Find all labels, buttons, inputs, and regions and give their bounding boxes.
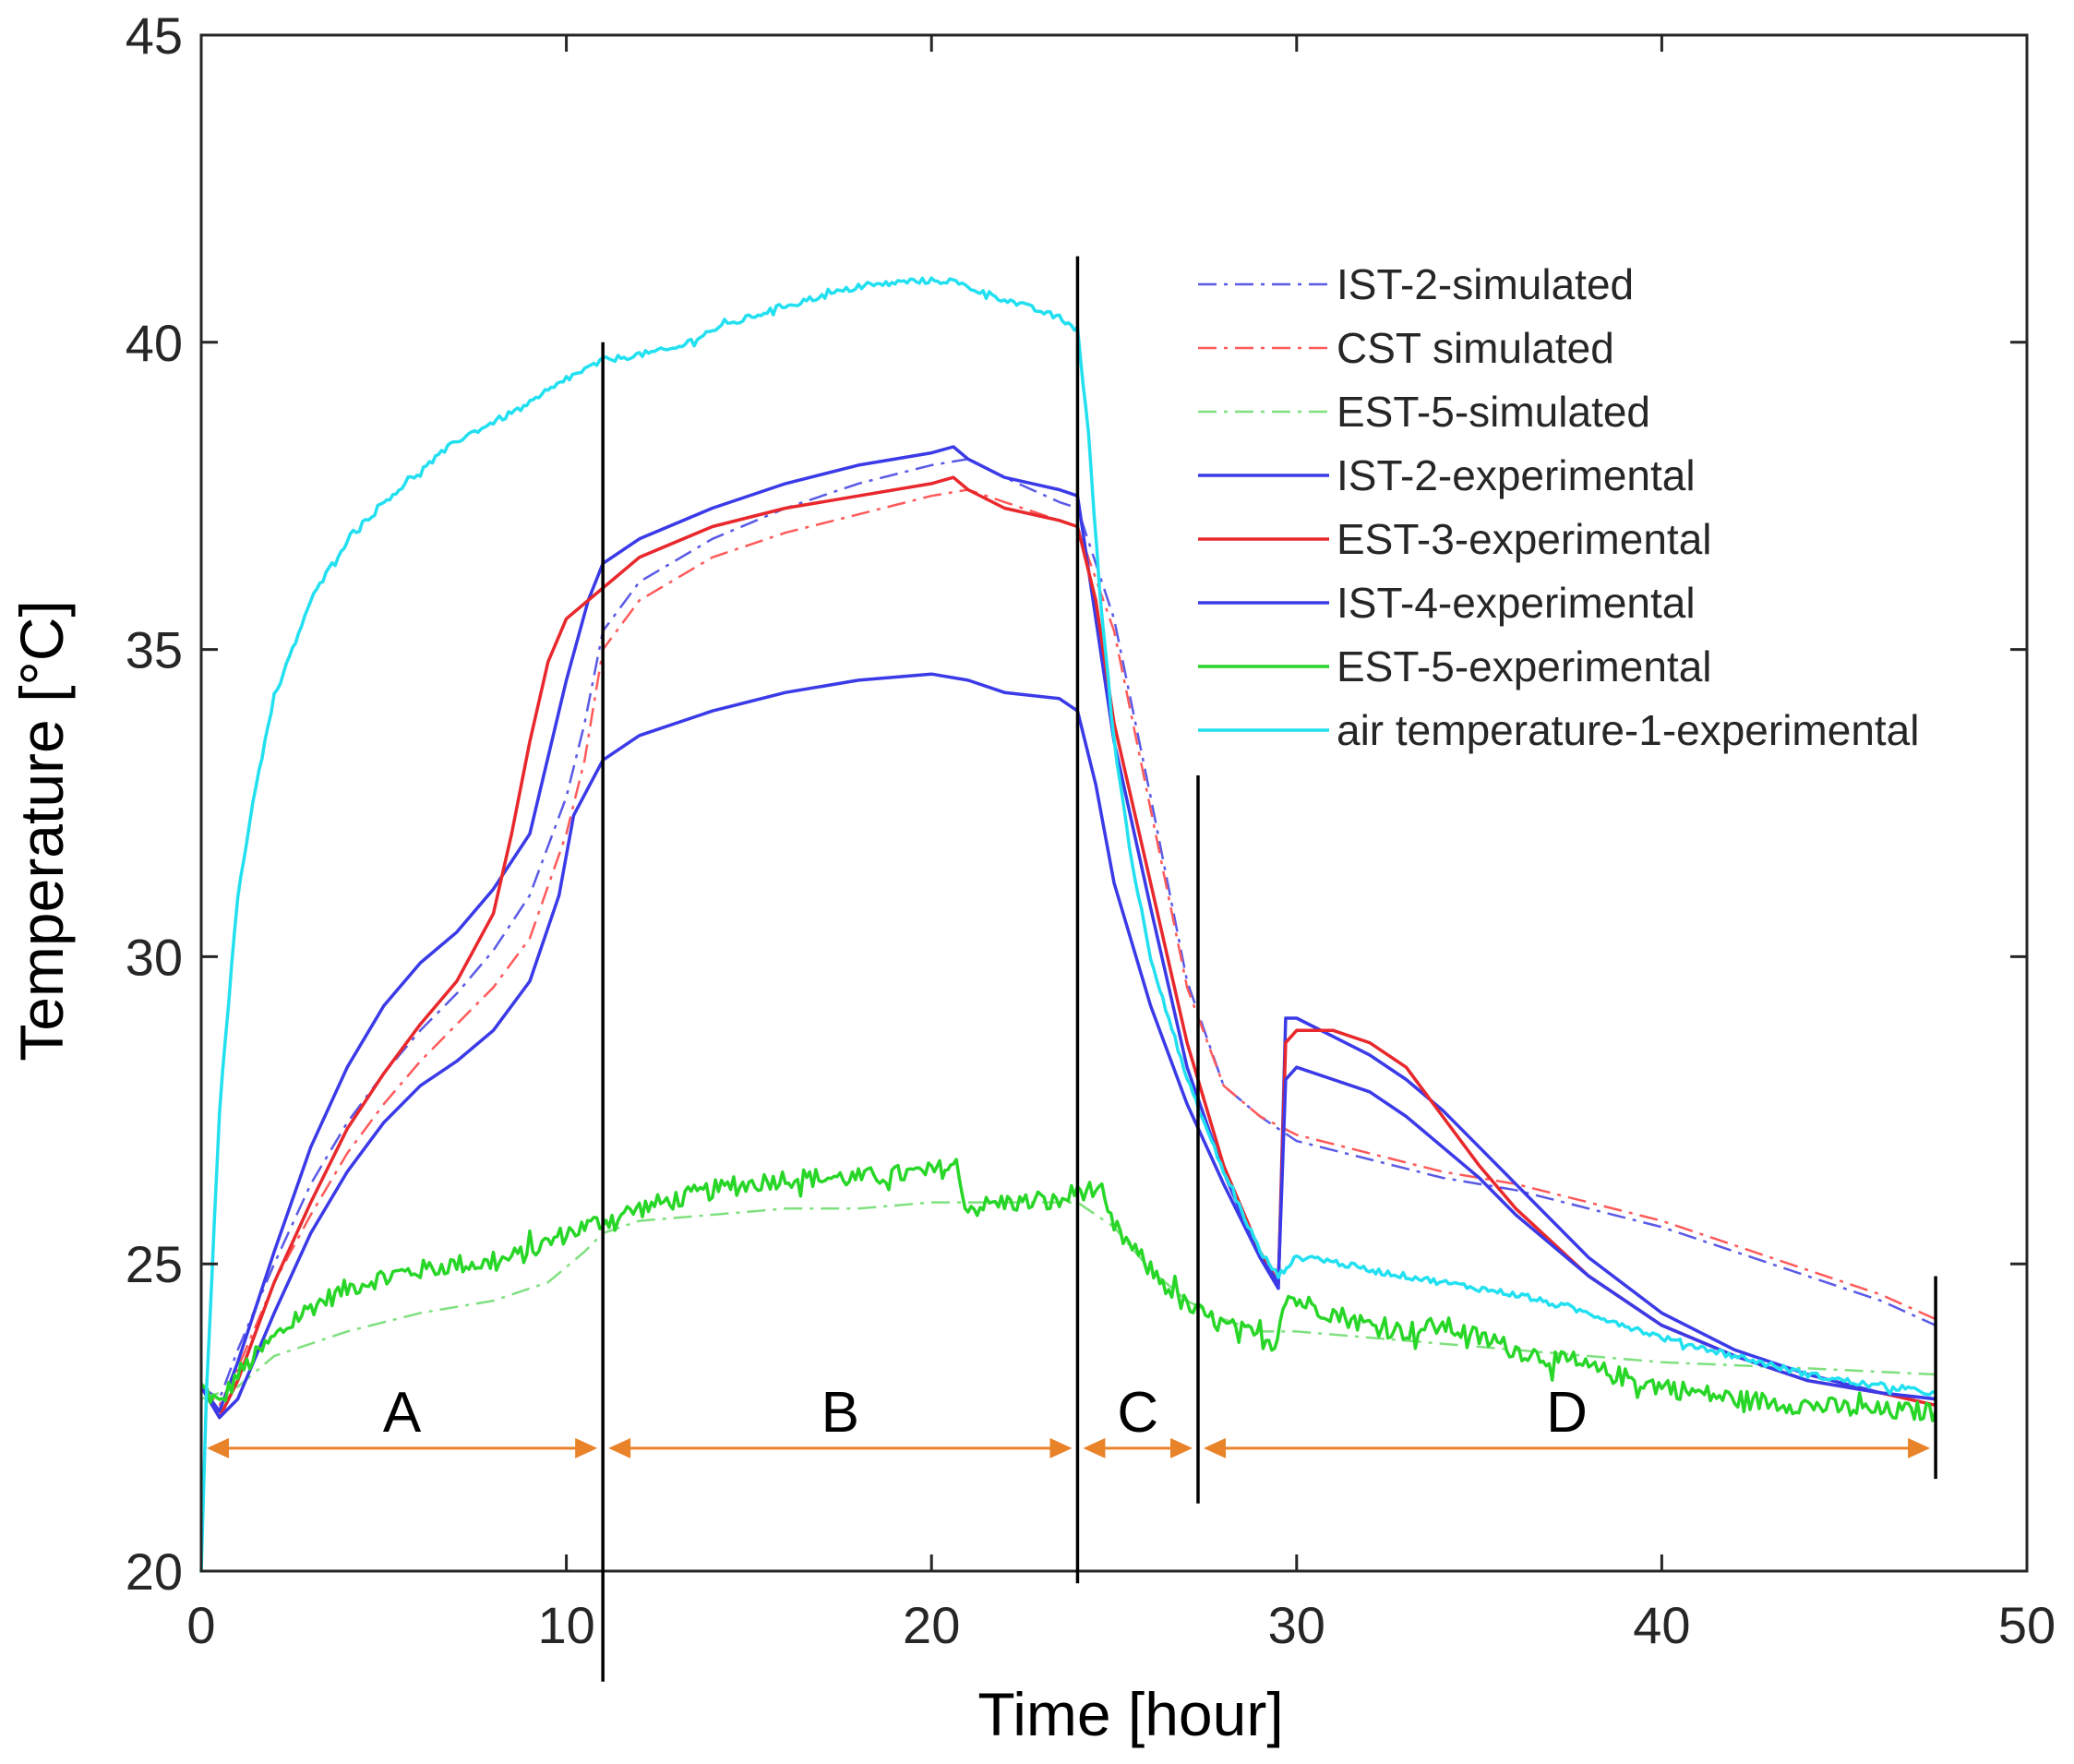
plot-frame — [199, 33, 2029, 1573]
legend-label: EST-5-simulated — [1337, 388, 1650, 436]
legend-item-ist-2-experimental: IST-2-experimental — [1198, 451, 1696, 499]
legend-label: CST simulated — [1337, 324, 1614, 372]
phase-label-a: A — [383, 1381, 422, 1445]
legend-item-ist-2-simulated: IST-2-simulated — [1198, 260, 1634, 308]
x-axis-title: Time [hour] — [977, 1680, 1283, 1748]
legend-item-air-temperature-1-experimental: air temperature-1-experimental — [1198, 706, 1920, 754]
series-line-est-3-experimental — [199, 475, 1936, 1420]
ticks-layer: 0 10 20 30 40 50 20 25 30 35 40 45 — [126, 6, 2056, 1654]
legend-label: IST-2-simulated — [1337, 260, 1634, 308]
legend-label: IST-4-experimental — [1337, 579, 1696, 627]
y-axis-title: Temperature [°C] — [7, 600, 76, 1062]
legend-label: EST-3-experimental — [1337, 515, 1712, 563]
y-tick-label: 25 — [126, 1235, 183, 1293]
phase-arrow-head-right — [1049, 1437, 1073, 1458]
phase-arrow-a — [207, 1437, 598, 1458]
legend-item-est-5-experimental: EST-5-experimental — [1198, 642, 1712, 690]
y-tick-label: 45 — [126, 6, 183, 65]
phase-arrow-head-right — [1169, 1437, 1193, 1458]
series-line-est-5-simulated — [200, 1201, 1936, 1400]
phase-arrow-head-left — [1083, 1437, 1106, 1458]
legend-label: EST-5-experimental — [1337, 642, 1712, 690]
x-tick-label: 0 — [186, 1596, 215, 1654]
legend-item-est-3-experimental: EST-3-experimental — [1198, 515, 1712, 563]
x-tick-label: 30 — [1268, 1596, 1325, 1654]
phase-arrow-c — [1083, 1437, 1193, 1458]
series-line-est-5-experimental — [199, 1158, 1937, 1422]
series-line-ist-4-experimental — [199, 672, 1936, 1420]
phase-arrow-head-right — [575, 1437, 598, 1458]
legend-label: IST-2-experimental — [1337, 451, 1696, 499]
phase-layer: A B C D — [207, 256, 1937, 1682]
phase-arrow-head-left — [1203, 1437, 1226, 1458]
phase-label-d: D — [1546, 1381, 1588, 1445]
series-line-cst-simulated — [200, 488, 1936, 1407]
phase-arrow-head-left — [608, 1437, 631, 1458]
phase-arrow-d — [1203, 1437, 1931, 1458]
legend-item-cst-simulated: CST simulated — [1198, 324, 1614, 372]
x-tick-label: 50 — [1998, 1596, 2056, 1654]
y-tick-label: 20 — [126, 1542, 183, 1601]
phase-label-c: C — [1117, 1381, 1158, 1445]
y-tick-label: 40 — [126, 314, 183, 372]
legend-item-ist-4-experimental: IST-4-experimental — [1198, 579, 1696, 627]
y-tick-label: 30 — [126, 928, 183, 986]
x-tick-label: 20 — [903, 1596, 960, 1654]
phase-label-b: B — [821, 1381, 859, 1445]
y-tick-label: 35 — [126, 621, 183, 679]
legend: IST-2-simulated CST simulated EST-5-simula… — [1186, 249, 2008, 775]
x-tick-label: 10 — [537, 1596, 594, 1654]
legend-item-est-5-simulated: EST-5-simulated — [1198, 388, 1650, 436]
series-line-ist-2-experimental — [199, 445, 1936, 1413]
legend-label: air temperature-1-experimental — [1337, 706, 1920, 754]
phase-arrow-head-left — [207, 1437, 229, 1458]
series-layer — [199, 276, 1937, 1573]
phase-arrow-head-right — [1908, 1437, 1931, 1458]
legend-background — [1186, 249, 2008, 775]
phase-arrow-b — [608, 1437, 1073, 1458]
x-tick-label: 40 — [1633, 1596, 1690, 1654]
series-line-air-temperature-1-experimental — [199, 276, 1936, 1573]
